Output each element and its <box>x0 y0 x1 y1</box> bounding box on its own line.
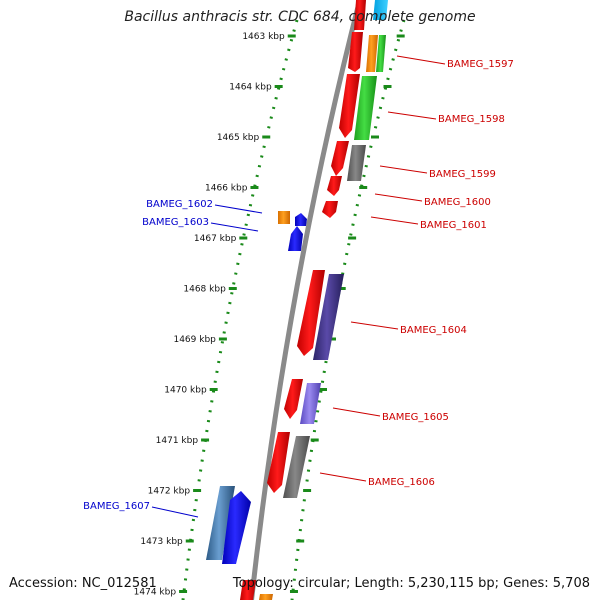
gene-bameg-1598-green <box>354 76 377 140</box>
gene-bameg-1599-red <box>331 141 349 176</box>
leader-bameg-1601 <box>370 216 419 225</box>
gene-label-right: BAMEG_1606 <box>368 477 435 488</box>
leader-bameg-1604 <box>350 321 399 330</box>
gene-bameg-1601 <box>322 201 338 218</box>
gene-label-right: BAMEG_1605 <box>382 412 449 423</box>
leader-bameg-1600 <box>374 193 423 202</box>
tick-label: 1468 kbp <box>183 285 226 295</box>
gene-bameg-1603 <box>288 226 303 251</box>
gene-bameg-1606-gray <box>283 436 310 498</box>
tick-label: 1469 kbp <box>173 335 216 345</box>
gene-bameg-1607-blue <box>222 491 251 564</box>
tick-label: 1465 kbp <box>217 133 260 143</box>
gene-label-right: BAMEG_1604 <box>400 325 467 336</box>
leader-bameg-1598 <box>387 111 437 120</box>
gene-bameg-1605-purple <box>300 383 321 424</box>
tick-label: 1471 kbp <box>156 436 199 446</box>
tick-track-left <box>181 19 299 600</box>
leader-bameg-1605 <box>332 407 381 417</box>
gene-label-right: BAMEG_1599 <box>429 169 496 180</box>
gene-label-left: BAMEG_1603 <box>142 217 209 228</box>
tick-track-right <box>290 19 406 600</box>
tick-label: 1474 kbp <box>134 588 177 598</box>
gene-bameg-1597-green <box>376 35 386 72</box>
gene-bameg-1597-red <box>348 32 363 72</box>
gene-bameg-1606-red <box>267 432 290 493</box>
gene-label-left: BAMEG_1607 <box>83 501 150 512</box>
leader-bameg-1607 <box>151 506 199 518</box>
genome-backbone <box>249 0 363 600</box>
tick-label: 1467 kbp <box>194 234 237 244</box>
gene-label-left: BAMEG_1602 <box>146 199 213 210</box>
gene-top-red-fragment <box>354 0 366 30</box>
gene-labels: BAMEG_1597 BAMEG_1598 BAMEG_1599 BAMEG_1… <box>83 59 514 512</box>
gene-bottom-orange-fragment <box>259 594 273 600</box>
gene-bameg-1598-red <box>339 74 360 138</box>
gene-bameg-1602 <box>278 211 290 224</box>
leader-bameg-1602 <box>214 204 263 214</box>
gene-bameg-1599-gray <box>347 145 366 181</box>
gene-features <box>206 0 388 600</box>
tick-marks <box>179 34 405 593</box>
gene-bameg-1604-navy <box>313 274 344 360</box>
gene-bottom-red-fragment <box>240 580 256 600</box>
gene-bameg-1600 <box>327 176 342 196</box>
gene-label-right: BAMEG_1600 <box>424 197 491 208</box>
tick-label: 1472 kbp <box>148 487 191 497</box>
tick-label: 1466 kbp <box>205 184 248 194</box>
map-title: Bacillus anthracis str. CDC 684, complet… <box>124 9 476 25</box>
tick-label: 1463 kbp <box>242 32 285 42</box>
gene-bameg-1597-orange <box>366 35 378 72</box>
tick-label: 1473 kbp <box>140 537 183 547</box>
tick-label: 1470 kbp <box>164 386 207 396</box>
leader-bameg-1599 <box>379 165 428 174</box>
tick-label: 1464 kbp <box>229 83 272 93</box>
gene-label-right: BAMEG_1601 <box>420 220 487 231</box>
accession-text: Accession: NC_012581 <box>9 576 157 591</box>
gene-label-right: BAMEG_1597 <box>447 59 514 70</box>
gene-label-right: BAMEG_1598 <box>438 114 505 125</box>
gene-cyan-fragment <box>373 0 388 20</box>
leader-bameg-1603 <box>210 222 259 232</box>
tick-labels: 1463 kbp 1464 kbp 1465 kbp 1466 kbp 1467 kbp… <box>134 32 285 598</box>
gene-bameg-1607-steel <box>206 486 235 560</box>
topology-summary: Topology: circular; Length: 5,230,115 bp… <box>232 576 590 591</box>
leader-bameg-1606 <box>319 472 367 482</box>
leader-bameg-1597 <box>396 55 446 65</box>
label-leaders <box>151 55 446 518</box>
gene-bameg-1605-red <box>284 379 303 419</box>
gene-bameg-1604-red <box>297 270 325 356</box>
gene-bameg-1603-small <box>295 213 307 226</box>
